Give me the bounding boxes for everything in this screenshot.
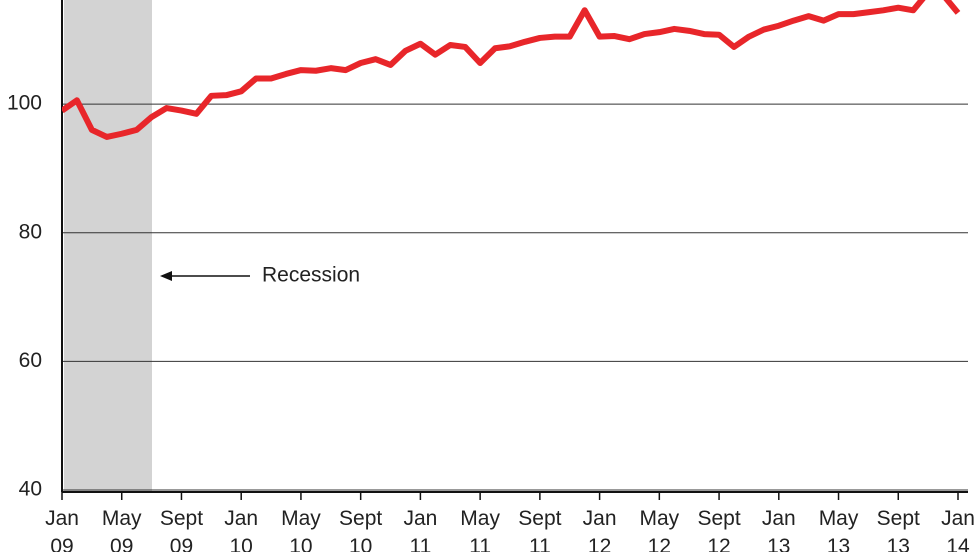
recession-shade [64, 0, 152, 492]
y-tick-label: 40 [19, 478, 42, 501]
x-tick-label: Jan 12 [582, 507, 617, 552]
x-tick-label: Jan 09 [45, 507, 79, 552]
x-tick-label: May 13 [818, 507, 859, 552]
annotation: Recession [262, 264, 360, 287]
y-tick-label: 100 [7, 92, 42, 115]
x-tick-label: Jan 10 [224, 507, 259, 552]
data-line [62, 0, 961, 140]
arrow-head [160, 271, 172, 281]
x-tick-label: Jan 11 [403, 507, 438, 552]
x-tick-label: May 09 [101, 507, 142, 552]
x-tick-label: Sept 12 [697, 507, 741, 552]
x-tick-label: Sept 09 [159, 507, 204, 552]
x-tick-label: Jan 14 [941, 507, 975, 552]
x-tick-label: May 10 [281, 507, 321, 552]
x-tick-label: Sept 11 [518, 507, 562, 552]
x-tick-label: Sept 10 [339, 507, 383, 552]
x-tick-label: Jan 13 [761, 507, 796, 552]
x-tick-label: May 11 [460, 507, 500, 552]
x-tick-label: May 12 [639, 507, 680, 552]
x-tick-label: Sept 13 [876, 507, 920, 552]
y-tick-label: 80 [19, 220, 42, 243]
y-tick-label: 60 [19, 349, 42, 372]
